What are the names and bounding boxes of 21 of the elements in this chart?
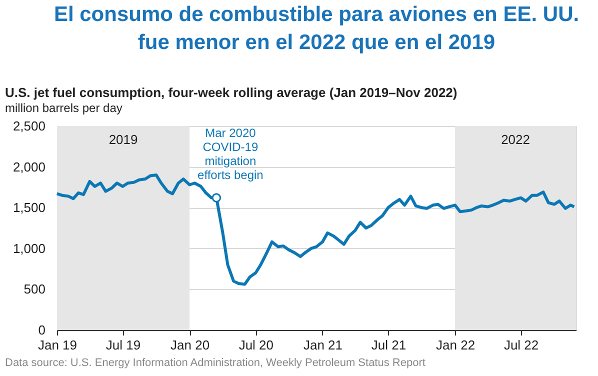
y-tick-label: 2,500 bbox=[12, 118, 46, 134]
band-label: 2019 bbox=[108, 132, 138, 147]
y-tick-label: 1,500 bbox=[12, 200, 46, 216]
y-tick-label: 1,000 bbox=[12, 240, 46, 256]
x-tick-label: Jul 21 bbox=[371, 338, 406, 352]
x-tick-label: Jan 19 bbox=[38, 338, 78, 352]
x-tick-label: Jan 22 bbox=[436, 338, 476, 352]
x-tick-label: Jul 19 bbox=[106, 338, 141, 352]
x-tick-label: Jan 20 bbox=[170, 338, 210, 352]
y-axis-title: million barrels per day bbox=[5, 101, 122, 115]
x-tick-label: Jul 20 bbox=[238, 338, 274, 352]
band-label: 2022 bbox=[501, 132, 530, 147]
y-tick-label: 0 bbox=[38, 322, 46, 338]
annotation: Mar 2020 COVID-19 mitigation efforts begin bbox=[198, 126, 264, 182]
chart-subtitle: U.S. jet fuel consumption, four-week rolling average (Jan 2019–Nov 2022) bbox=[5, 85, 458, 100]
source-note: Data source: U.S. Energy Information Administration, Weekly Petroleum Status Report bbox=[5, 357, 426, 369]
x-tick-label: Jul 22 bbox=[504, 338, 539, 352]
y-tick-label: 2,000 bbox=[12, 159, 46, 174]
y-tick-label: 500 bbox=[24, 282, 46, 297]
chart-title: El consumo de combustible para aviones en EE. UU. fue menor en el 2022 que en el 2019 bbox=[54, 3, 580, 54]
x-tick-label: Jan 21 bbox=[303, 338, 343, 352]
